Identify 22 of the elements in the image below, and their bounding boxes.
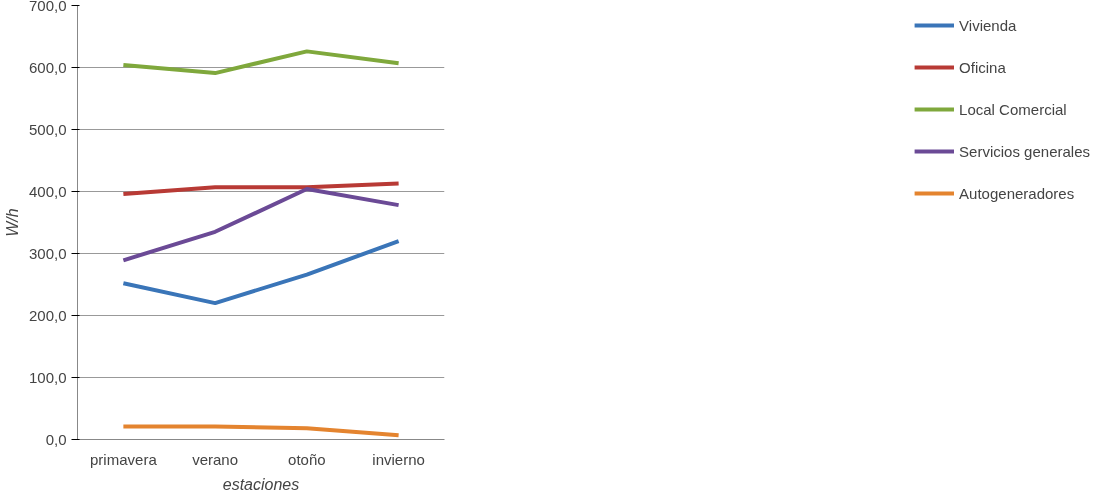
legend-label: Oficina bbox=[959, 58, 1006, 76]
legend-label: Servicios generales bbox=[959, 142, 1090, 160]
x-tick-label: invierno bbox=[372, 450, 425, 468]
y-tick-label: 200,0 bbox=[28, 306, 67, 324]
y-tick-label: 300,0 bbox=[28, 244, 67, 262]
line-series bbox=[121, 239, 401, 306]
y-tick-label: 400,0 bbox=[28, 182, 67, 200]
y-tick-label: 500,0 bbox=[28, 120, 67, 138]
legend-label: Vivienda bbox=[959, 16, 1017, 34]
legend-label: Autogeneradores bbox=[959, 184, 1075, 202]
y-tick-label: 0,0 bbox=[45, 430, 67, 448]
y-tick-label: 100,0 bbox=[28, 368, 67, 386]
y-tick-label: 700,0 bbox=[28, 0, 67, 14]
line-series bbox=[121, 187, 401, 263]
x-tick-label: otoño bbox=[288, 450, 326, 468]
x-axis-title: estaciones bbox=[222, 475, 300, 493]
x-tick-label: primavera bbox=[90, 450, 158, 468]
x-tick-label: verano bbox=[192, 450, 239, 468]
y-axis-title: W/h bbox=[3, 208, 21, 237]
line-series bbox=[121, 49, 401, 76]
y-tick-label: 600,0 bbox=[28, 58, 67, 76]
legend-label: Local Comercial bbox=[959, 100, 1067, 118]
